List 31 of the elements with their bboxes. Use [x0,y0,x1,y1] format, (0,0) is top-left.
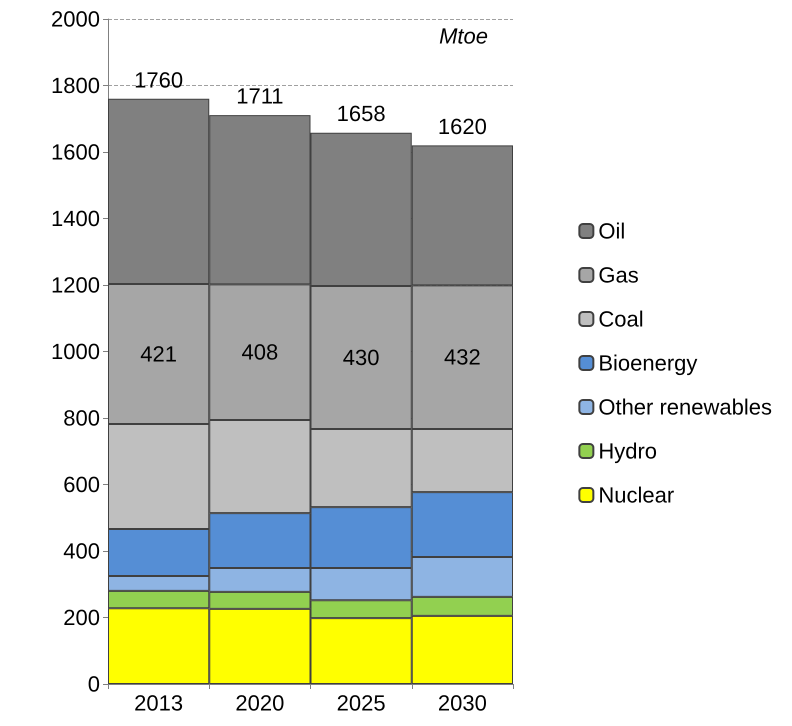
y-tick-label: 200 [63,605,100,630]
y-tick-label: 1800 [51,73,100,98]
data-label: 432 [444,344,481,370]
legend-label: Other renewables [598,394,772,420]
legend-label: Coal [598,306,644,332]
legend-label: Oil [598,218,626,244]
legend-label: Bioenergy [598,350,698,376]
x-tick-label: 2020 [235,690,284,716]
legend-label: Gas [598,262,639,288]
y-tick-label: 1400 [51,206,100,231]
legend-label: Nuclear [598,482,674,508]
y-tick-label: 1200 [51,272,100,298]
total-label: 1711 [236,84,284,109]
x-tick-label: 2025 [336,690,386,716]
total-label: 1760 [134,67,184,92]
y-tick-label: 0 [88,672,100,696]
data-label: 408 [242,340,278,365]
legend-label: Hydro [598,438,658,464]
y-tick-label: 400 [63,538,100,564]
y-tick-label: 1000 [51,339,100,364]
y-tick-label: 2000 [51,6,100,32]
y-tick-label: 800 [63,406,100,430]
x-tick-label: 2013 [134,690,184,716]
total-label: 1658 [336,101,386,126]
y-tick-label: 600 [63,472,100,497]
annotation: Mtoe [439,24,488,48]
y-tick-label: 1600 [51,140,100,164]
total-label: 1620 [438,114,487,139]
data-label: 421 [140,341,177,366]
x-tick-label: 2030 [438,690,487,716]
data-label: 430 [342,344,380,370]
